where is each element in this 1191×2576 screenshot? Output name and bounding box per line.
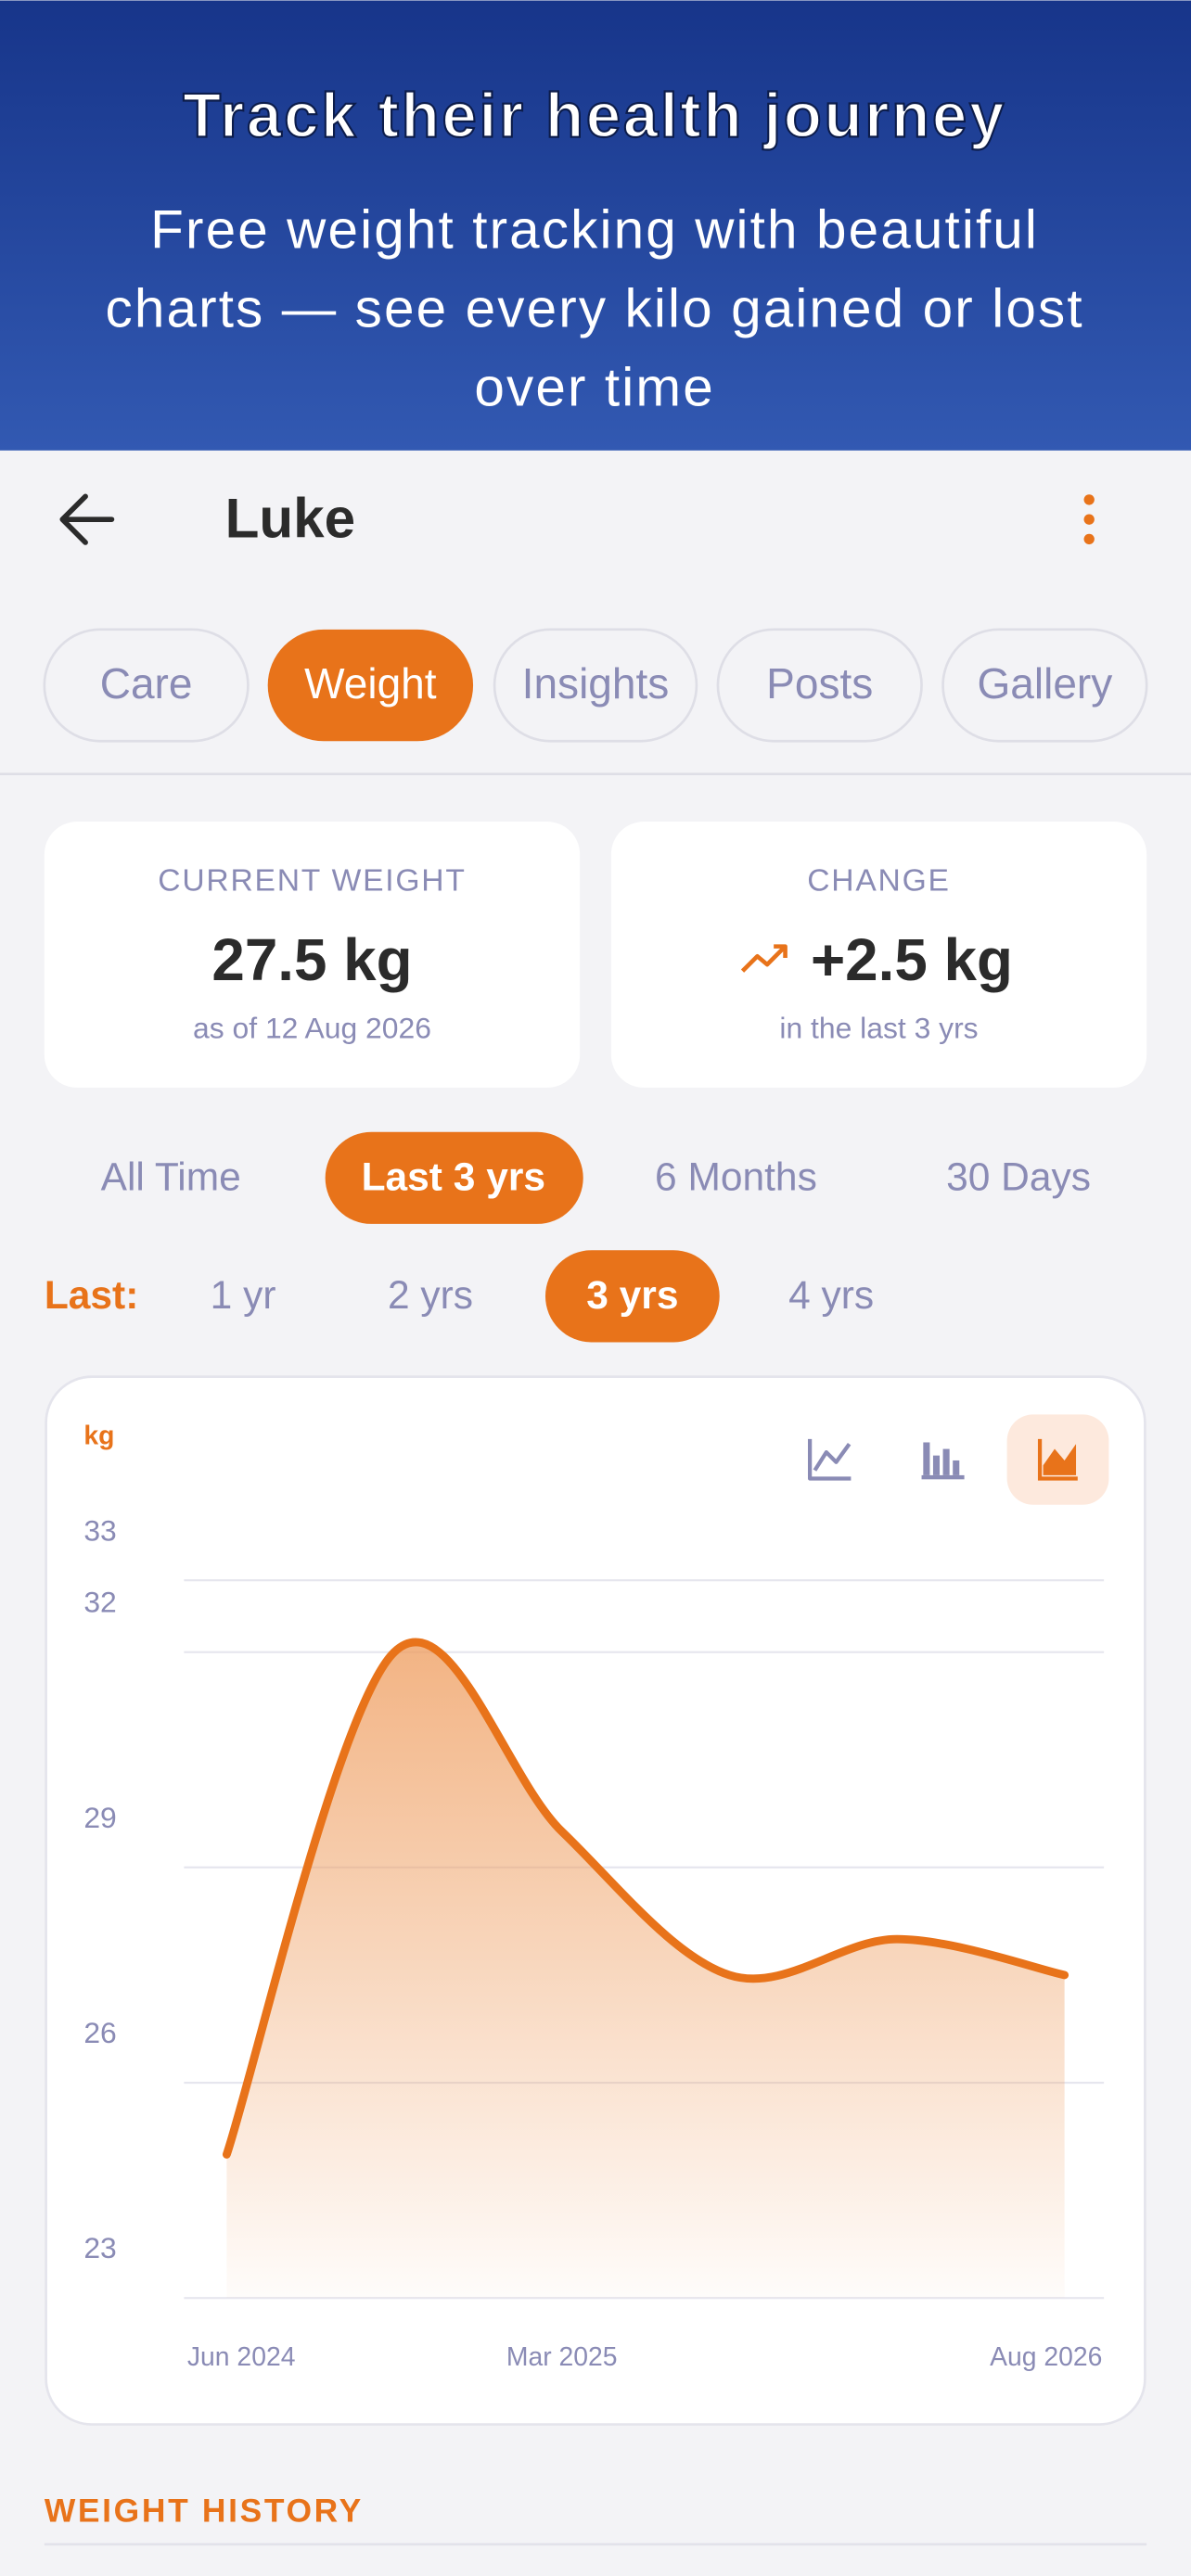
y-tick-label: 33 bbox=[83, 1513, 116, 1547]
y-tick-label: 23 bbox=[83, 2231, 116, 2264]
last-option[interactable]: 1 yr bbox=[211, 1274, 276, 1318]
area-line bbox=[222, 1638, 1069, 2159]
tab-label: Care bbox=[100, 659, 193, 708]
area-fill bbox=[226, 1641, 1065, 2299]
y-tick-label: 32 bbox=[83, 1586, 116, 1619]
subtitle-line: over time bbox=[474, 357, 714, 417]
bar-chart-toggle[interactable] bbox=[921, 1442, 965, 1480]
trend-icon bbox=[740, 944, 788, 973]
range-option[interactable]: 30 Days bbox=[946, 1155, 1091, 1199]
stat-cards: CURRENT WEIGHT 27.5 kg as of 12 Aug 2026 CH… bbox=[44, 822, 1147, 1088]
x-tick-label: Jun 2024 bbox=[187, 2342, 296, 2372]
stat-note: as of 12 Aug 2026 bbox=[193, 1011, 431, 1044]
x-tick-label: Aug 2026 bbox=[990, 2342, 1102, 2372]
y-tick-label: 29 bbox=[83, 1801, 116, 1834]
range-option[interactable]: 6 Months bbox=[655, 1155, 817, 1199]
stat-card bbox=[610, 822, 1147, 1088]
last-selector: Last: 1 yr 2 yrs 3 yrs 4 yrs bbox=[45, 1250, 874, 1343]
stat-value: 27.5 kg bbox=[211, 926, 412, 993]
pet-name: Luke bbox=[225, 487, 356, 550]
stat-label: CURRENT WEIGHT bbox=[158, 863, 466, 898]
y-tick-label: 26 bbox=[83, 2016, 116, 2049]
header-banner bbox=[0, 0, 1191, 451]
stat-label: CHANGE bbox=[807, 863, 950, 898]
range-pill[interactable] bbox=[325, 1131, 583, 1224]
subtitle-line: Free weight tracking with beautiful bbox=[150, 199, 1039, 260]
range-option[interactable]: All Time bbox=[101, 1155, 241, 1199]
plot-area: 23 26 29 32 33 Jun 2024 Mar 2025 Aug 2026 bbox=[83, 1513, 1105, 2372]
tab[interactable] bbox=[493, 628, 698, 743]
stat-note: in the last 3 yrs bbox=[779, 1011, 978, 1044]
tab-label: Weight bbox=[304, 659, 437, 708]
last-pill[interactable] bbox=[544, 1250, 720, 1343]
back-button[interactable] bbox=[59, 493, 115, 545]
tab-label: Gallery bbox=[977, 659, 1112, 708]
last-option[interactable]: 4 yrs bbox=[788, 1274, 874, 1318]
x-tick-label: Mar 2025 bbox=[506, 2342, 618, 2372]
tab-label: Insights bbox=[522, 659, 670, 708]
unit-label: kg bbox=[83, 1422, 114, 1451]
section-title: WEIGHT HISTORY bbox=[45, 2493, 364, 2530]
last-option[interactable]: 2 yrs bbox=[388, 1274, 473, 1318]
tab[interactable] bbox=[941, 628, 1148, 743]
last-option[interactable]: 3 yrs bbox=[586, 1274, 678, 1318]
banner-title: Track their health journey bbox=[183, 82, 1006, 151]
menu-button[interactable] bbox=[1083, 494, 1095, 545]
last-label: Last: bbox=[45, 1274, 139, 1318]
stat-value: +2.5 kg bbox=[811, 926, 1013, 993]
tab-label: Posts bbox=[766, 659, 873, 708]
tab[interactable] bbox=[43, 628, 250, 743]
range-selector: All Time Last 3 yrs 6 Months 30 Days bbox=[101, 1131, 1091, 1224]
tab[interactable] bbox=[716, 628, 923, 743]
line-chart-toggle[interactable] bbox=[807, 1438, 852, 1481]
subtitle-line: charts — see every kilo gained or lost bbox=[106, 278, 1084, 338]
stat-card bbox=[44, 822, 581, 1088]
tab[interactable] bbox=[267, 629, 474, 742]
banner-subtitle: Free weight tracking with beautiful chart… bbox=[106, 199, 1084, 417]
area-chart-icon bbox=[1037, 1438, 1078, 1481]
range-option[interactable]: Last 3 yrs bbox=[362, 1155, 545, 1199]
tab-bar: Care Weight Insights Posts Gallery bbox=[43, 628, 1148, 743]
